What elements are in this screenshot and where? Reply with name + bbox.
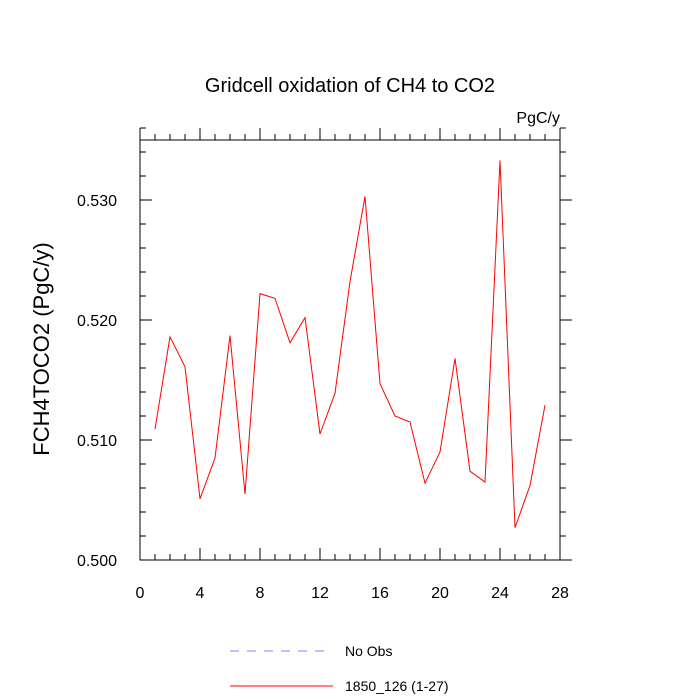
- plot-frame: [139, 139, 561, 561]
- x-tick-label: 4: [196, 585, 205, 602]
- legend-label-no-obs: No Obs: [345, 643, 392, 659]
- x-tick-label: 0: [136, 585, 145, 602]
- axis-ticks: [139, 127, 572, 561]
- y-tick-labels: 0.500 0.510 0.520 0.530: [77, 193, 117, 570]
- units-label: PgC/y: [516, 110, 560, 127]
- series-line: [154, 160, 546, 528]
- x-tick-label: 24: [491, 585, 509, 602]
- x-tick-label: 8: [256, 585, 265, 602]
- x-tick-label: 20: [431, 585, 449, 602]
- x-tick-label: 28: [551, 585, 569, 602]
- y-tick-label: 0.530: [77, 193, 117, 210]
- x-tick-labels: 0 4 8 12 16 20 24 28: [136, 585, 569, 602]
- y-tick-label: 0.520: [77, 313, 117, 330]
- series-group: [154, 160, 546, 528]
- y-axis-label: FCH4TOCO2 (PgC/y): [29, 242, 54, 456]
- y-tick-label: 0.510: [77, 433, 117, 450]
- chart-title: Gridcell oxidation of CH4 to CO2: [205, 75, 495, 97]
- x-tick-label: 12: [311, 585, 329, 602]
- legend-label-series: 1850_126 (1-27): [345, 678, 449, 694]
- x-tick-label: 16: [371, 585, 389, 602]
- y-tick-label: 0.500: [77, 553, 117, 570]
